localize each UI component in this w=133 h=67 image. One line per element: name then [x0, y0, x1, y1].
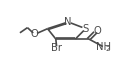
Text: N: N [64, 17, 72, 27]
Text: 2: 2 [106, 46, 111, 52]
Text: Br: Br [51, 43, 62, 53]
Text: NH: NH [96, 42, 111, 52]
Text: S: S [83, 24, 89, 34]
Text: O: O [93, 26, 101, 36]
Text: O: O [31, 29, 39, 39]
